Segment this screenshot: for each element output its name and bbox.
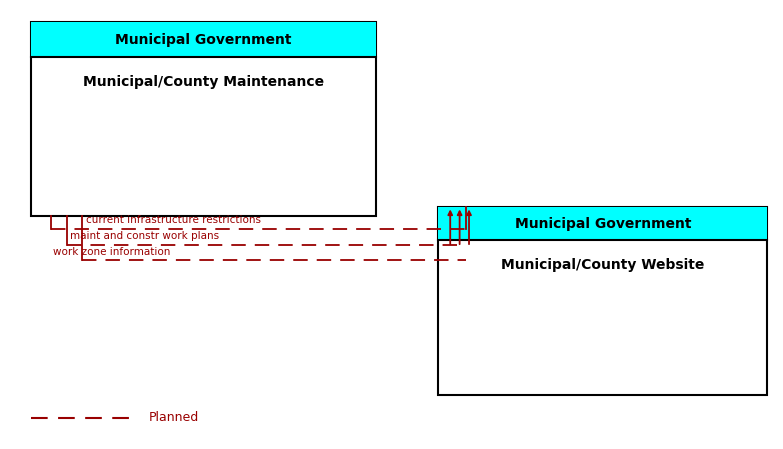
Bar [31, 22, 376, 216]
Text: Planned: Planned [149, 411, 199, 424]
Bar [438, 207, 767, 395]
Text: Municipal Government: Municipal Government [514, 216, 691, 230]
Text: current infrastructure restrictions: current infrastructure restrictions [86, 216, 261, 225]
Text: maint and constr work plans: maint and constr work plans [70, 231, 219, 241]
Bar [31, 22, 376, 57]
Text: Municipal/County Maintenance: Municipal/County Maintenance [83, 75, 324, 89]
Bar [438, 207, 767, 241]
Text: Municipal/County Website: Municipal/County Website [501, 259, 705, 273]
Text: Municipal Government: Municipal Government [115, 33, 292, 47]
Text: work zone information: work zone information [53, 247, 171, 257]
